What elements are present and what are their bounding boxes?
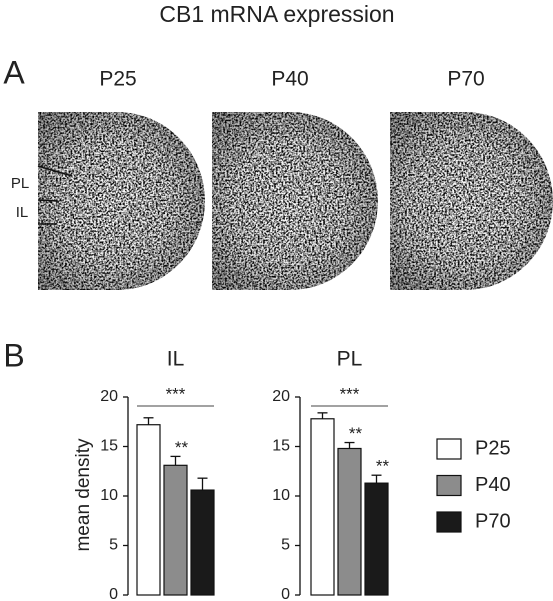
y-tick-label: 15 xyxy=(100,438,118,455)
significance-label: *** xyxy=(166,384,186,403)
significance-label: ** xyxy=(376,457,390,476)
brain-section xyxy=(212,112,378,290)
y-axis-label: mean density xyxy=(73,438,94,552)
legend-label: P70 xyxy=(475,510,511,532)
y-tick-label: 20 xyxy=(100,388,118,405)
significance-label: *** xyxy=(340,384,360,403)
y-tick-label: 15 xyxy=(272,438,290,455)
y-tick-label: 20 xyxy=(272,388,290,405)
brain-section xyxy=(38,112,205,290)
significance-label: ** xyxy=(349,424,363,443)
bar xyxy=(364,482,389,596)
region-label: PL xyxy=(11,175,29,192)
significance-label: ** xyxy=(175,438,189,457)
y-tick-label: 5 xyxy=(281,537,290,554)
chart-title: PL xyxy=(337,348,363,371)
image-label: P40 xyxy=(271,68,308,91)
region-lines xyxy=(37,165,73,225)
legend-label: P25 xyxy=(475,437,511,459)
bar xyxy=(163,464,188,596)
image-label: P70 xyxy=(447,68,484,91)
figure-title: CB1 mRNA expression xyxy=(159,1,394,27)
legend-swatch xyxy=(436,511,462,533)
panel-label: A xyxy=(3,54,25,90)
y-tick-label: 10 xyxy=(100,487,118,504)
panel-label: B xyxy=(3,337,24,373)
y-tick-label: 10 xyxy=(272,487,290,504)
legend-swatch xyxy=(436,474,462,497)
bar xyxy=(190,489,215,596)
bar xyxy=(337,447,362,596)
y-tick-label: 5 xyxy=(109,537,118,554)
region-label: IL xyxy=(16,204,29,221)
legend-swatch xyxy=(436,438,462,460)
bar xyxy=(310,418,335,596)
image-label: P25 xyxy=(99,68,136,91)
bar xyxy=(136,424,161,596)
legend-label: P40 xyxy=(475,474,511,496)
y-tick-label: 0 xyxy=(109,586,118,601)
brain-section xyxy=(390,112,553,290)
y-tick-label: 0 xyxy=(281,586,290,601)
chart-title: IL xyxy=(167,348,185,371)
